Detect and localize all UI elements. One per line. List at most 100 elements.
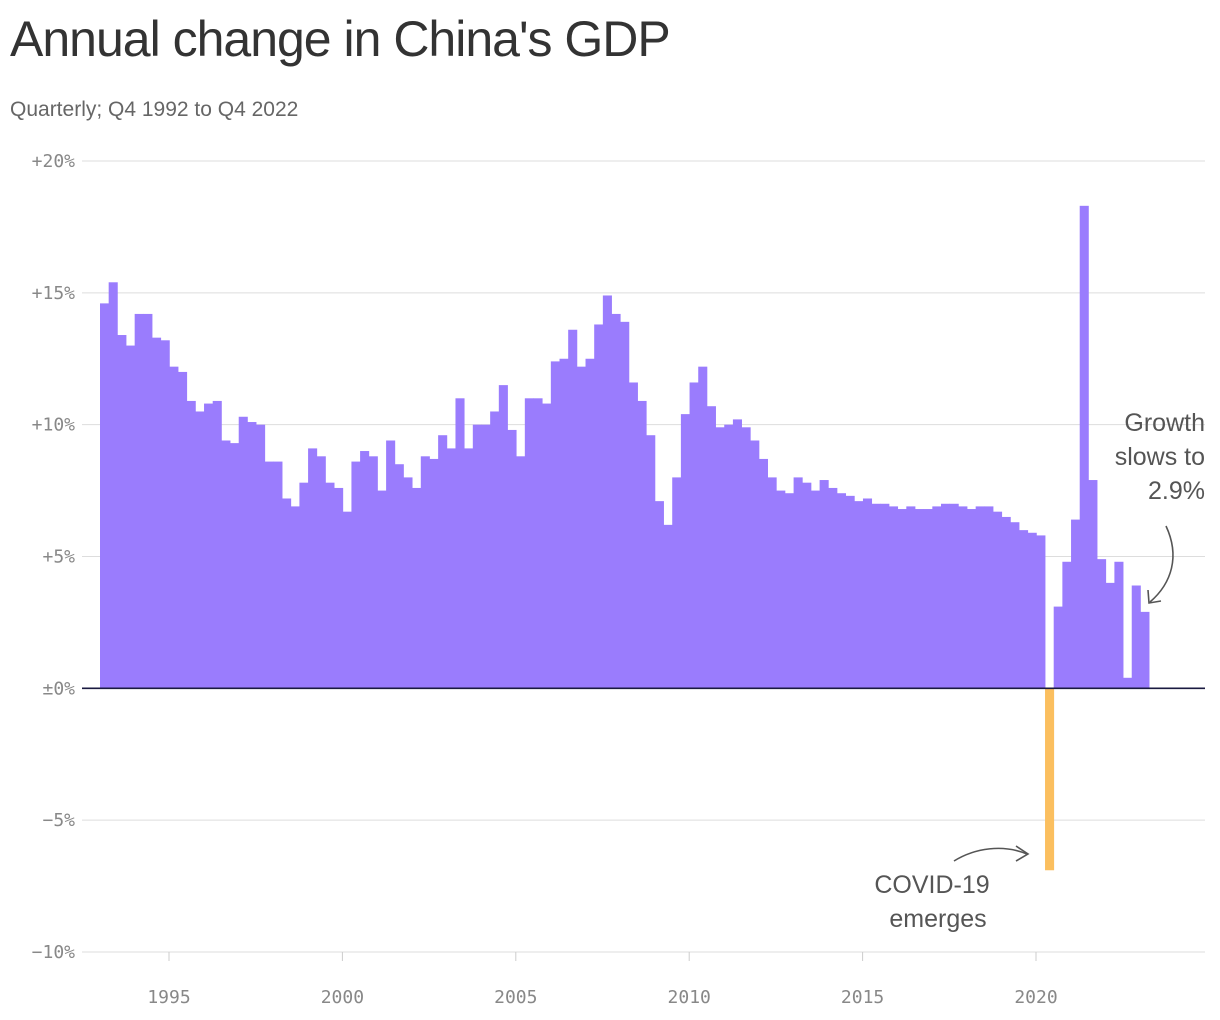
- bar: [230, 443, 240, 689]
- y-axis-ticks: +20% +15% +10% +5% ±0% −5% −10%: [32, 151, 76, 963]
- bar: [1001, 516, 1011, 689]
- bar: [793, 477, 803, 689]
- bar: [134, 313, 144, 689]
- bar: [420, 456, 430, 689]
- y-tick-label: +20%: [32, 151, 76, 172]
- bar: [559, 358, 569, 689]
- bar: [325, 482, 335, 689]
- covid-annotation: COVID-19 emerges: [874, 845, 1030, 933]
- bar: [455, 398, 465, 689]
- bar: [845, 495, 855, 689]
- bar: [958, 506, 968, 689]
- bar: [1036, 535, 1046, 689]
- bar: [1071, 519, 1081, 689]
- bar: [412, 487, 422, 689]
- bar: [637, 400, 647, 689]
- bar: [706, 406, 716, 689]
- bar: [290, 506, 300, 689]
- y-tick-label: −10%: [32, 942, 76, 963]
- bar: [1123, 677, 1133, 689]
- x-tick-label: 2010: [668, 987, 711, 1008]
- bar: [698, 366, 708, 689]
- bar: [316, 456, 326, 689]
- bar: [1027, 532, 1037, 689]
- bar: [732, 419, 742, 689]
- bar: [247, 422, 257, 689]
- y-tick-label: −5%: [42, 810, 75, 831]
- bar: [308, 448, 318, 689]
- bar: [368, 456, 378, 689]
- bar: [1053, 606, 1063, 689]
- bar: [490, 411, 500, 689]
- covid-arrow-icon: [953, 847, 1028, 862]
- bar: [784, 493, 794, 689]
- x-axis-ticks: 1995 2000 2005 2010 2015 2020: [147, 952, 1058, 1008]
- bar: [403, 477, 413, 689]
- y-tick-label: +5%: [42, 547, 75, 568]
- bar: [273, 461, 283, 689]
- bar: [1105, 582, 1115, 689]
- bar: [906, 506, 916, 689]
- bar: [628, 382, 638, 689]
- bar: [169, 366, 179, 689]
- x-tick-label: 1995: [147, 987, 190, 1008]
- bar: [689, 382, 699, 689]
- bar: [178, 371, 188, 689]
- bar: [758, 458, 768, 689]
- bar: [472, 424, 482, 689]
- chart-title: Annual change in China's GDP: [10, 11, 671, 67]
- bar: [429, 458, 439, 689]
- bar: [256, 424, 266, 689]
- growth-arrowhead-icon: [1147, 589, 1162, 604]
- bar: [299, 482, 309, 689]
- bar: [1114, 561, 1124, 689]
- bar: [524, 398, 534, 689]
- bar: [1010, 522, 1020, 689]
- bar: [585, 358, 595, 689]
- covid-arrowhead-icon: [1015, 845, 1030, 862]
- y-tick-label: +10%: [32, 415, 76, 436]
- bar: [143, 313, 153, 689]
- bar: [897, 509, 907, 689]
- x-tick-label: 2005: [494, 987, 537, 1008]
- bar: [602, 295, 612, 689]
- bar: [117, 335, 127, 689]
- bar: [576, 366, 586, 689]
- bar: [949, 503, 959, 689]
- bar-series: [100, 205, 1150, 871]
- bar: [776, 490, 786, 689]
- bar: [620, 321, 630, 689]
- bar: [334, 487, 344, 689]
- bar: [975, 506, 985, 689]
- bar: [828, 487, 838, 689]
- bar: [767, 477, 777, 689]
- bar: [394, 464, 404, 689]
- bar: [862, 498, 873, 689]
- x-tick-label: 2015: [841, 987, 884, 1008]
- bar: [516, 456, 526, 689]
- bar: [1131, 585, 1141, 689]
- bar: [914, 509, 925, 689]
- bar: [923, 509, 933, 689]
- bar: [680, 414, 690, 689]
- bar: [594, 324, 604, 689]
- bar: [741, 427, 751, 689]
- bar: [750, 440, 760, 689]
- bar: [498, 385, 508, 689]
- growth-annotation-line-2: slows to: [1115, 443, 1205, 471]
- bar: [672, 477, 682, 689]
- bar: [654, 501, 664, 689]
- bar: [1088, 480, 1098, 689]
- covid-annotation-line-2: emerges: [889, 905, 986, 933]
- bar: [1140, 611, 1150, 689]
- bar: [836, 493, 847, 689]
- bar: [212, 400, 222, 689]
- bar: [446, 448, 456, 689]
- bar: [351, 461, 361, 689]
- bar: [646, 435, 656, 689]
- bar: [880, 503, 890, 689]
- bar: [108, 282, 118, 689]
- bar: [819, 480, 829, 689]
- bar: [663, 524, 673, 689]
